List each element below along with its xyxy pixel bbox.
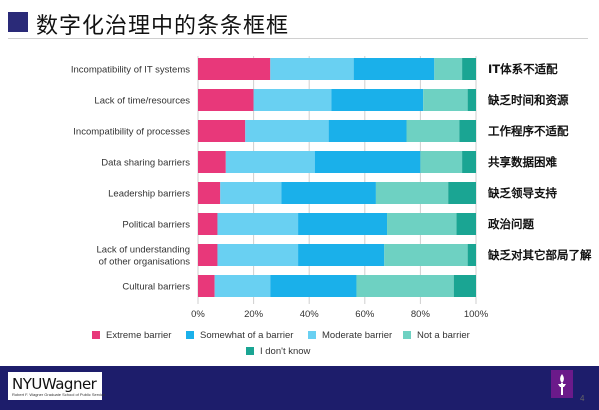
bar-segment [420,151,463,173]
bar-segment [459,120,476,142]
category-label: Political barriers [122,220,190,231]
x-tick-label: 80% [411,309,431,320]
category-translation: IT体系不适配 [488,62,558,76]
legend-label: Extreme barrier [106,330,171,341]
bar-segment [456,213,476,235]
bar-segment [406,120,460,142]
bar-segment [384,244,468,266]
x-tick-label: 40% [300,309,320,320]
category-label: Cultural barriers [122,282,190,293]
x-tick-label: 20% [244,309,264,320]
bar-segment [198,151,226,173]
page-number: 4 [580,394,585,403]
bar-segment [434,58,463,80]
footer-bar: NYUWagner Robert F. Wagner Graduate Scho… [0,366,599,410]
legend-label: Not a barrier [417,330,470,341]
title-accent-square [8,12,28,32]
bar-segment [328,120,407,142]
bar-segment [225,151,315,173]
bar-segment [245,120,329,142]
category-translation: 工作程序不适配 [488,124,569,138]
category-label: Leadership barriers [108,189,190,200]
bar-segment [198,58,271,80]
legend-swatch [92,331,100,339]
legend-swatch [186,331,194,339]
legend-label: Somewhat of a barrier [200,330,293,341]
legend-label: Moderate barrier [322,330,392,341]
category-translation: 缺乏对其它部局了解 [487,248,592,262]
category-label: Lack of time/resources [94,96,190,107]
category-label: Data sharing barriers [101,158,190,169]
bar-segment [198,89,254,111]
category-translation: 政治问题 [488,217,534,231]
bar-segment [356,275,454,297]
bar-segment [198,120,246,142]
bar-segment [467,89,476,111]
x-tick-label: 60% [355,309,375,320]
bar-segment [467,244,476,266]
bar-segment [387,213,457,235]
category-label: Incompatibility of processes [73,127,190,138]
x-tick-label: 100% [464,309,489,320]
bar-segment [198,275,215,297]
bar-segment [281,182,376,204]
bar-segment [448,182,476,204]
bar-segment [298,244,385,266]
bar-segment [453,275,476,297]
category-translation: 共享数据困难 [488,155,557,169]
bar-segment [214,275,271,297]
bar-segment [423,89,468,111]
bar-segment [270,58,354,80]
legend-swatch [246,347,254,355]
category-label: Lack of understanding of other organisati… [97,245,191,268]
logo-text: NYUWagner [12,375,97,393]
category-translation: 缺乏领导支持 [487,186,557,200]
slide-title: 数字化治理中的条条框框 [36,14,290,39]
bar-segment [198,182,221,204]
legend-swatch [308,331,316,339]
stacked-bar-chart: 0% 20% 40% 60% 80% 100% Incompatibility of IT … [71,56,592,357]
bar-segment [375,182,449,204]
title-divider [8,38,588,39]
bar-segment [314,151,421,173]
logo-subtext: Robert F. Wagner Graduate School of Publ… [12,392,106,397]
bar-segment [298,213,388,235]
nyu-wagner-logo: NYUWagner Robert F. Wagner Graduate Scho… [8,372,106,400]
legend-label: I don't know [260,346,311,357]
bar-segment [270,275,357,297]
category-translation: 缺乏时间和资源 [487,93,569,107]
bar-segment [217,213,299,235]
x-tick-label: 0% [191,309,205,320]
bar-segment [253,89,332,111]
legend-swatch [403,331,411,339]
bar-segment [462,151,476,173]
category-label: Incompatibility of IT systems [71,65,190,76]
bar-segment [331,89,424,111]
bar-segment [220,182,282,204]
torch-emblem-icon [551,370,573,398]
bar-segment [198,244,218,266]
bar-segment [353,58,435,80]
bar-segment [217,244,299,266]
title-bar: 数字化治理中的条条框框 [0,0,599,46]
bar-segment [462,58,476,80]
bar-segment [198,213,218,235]
